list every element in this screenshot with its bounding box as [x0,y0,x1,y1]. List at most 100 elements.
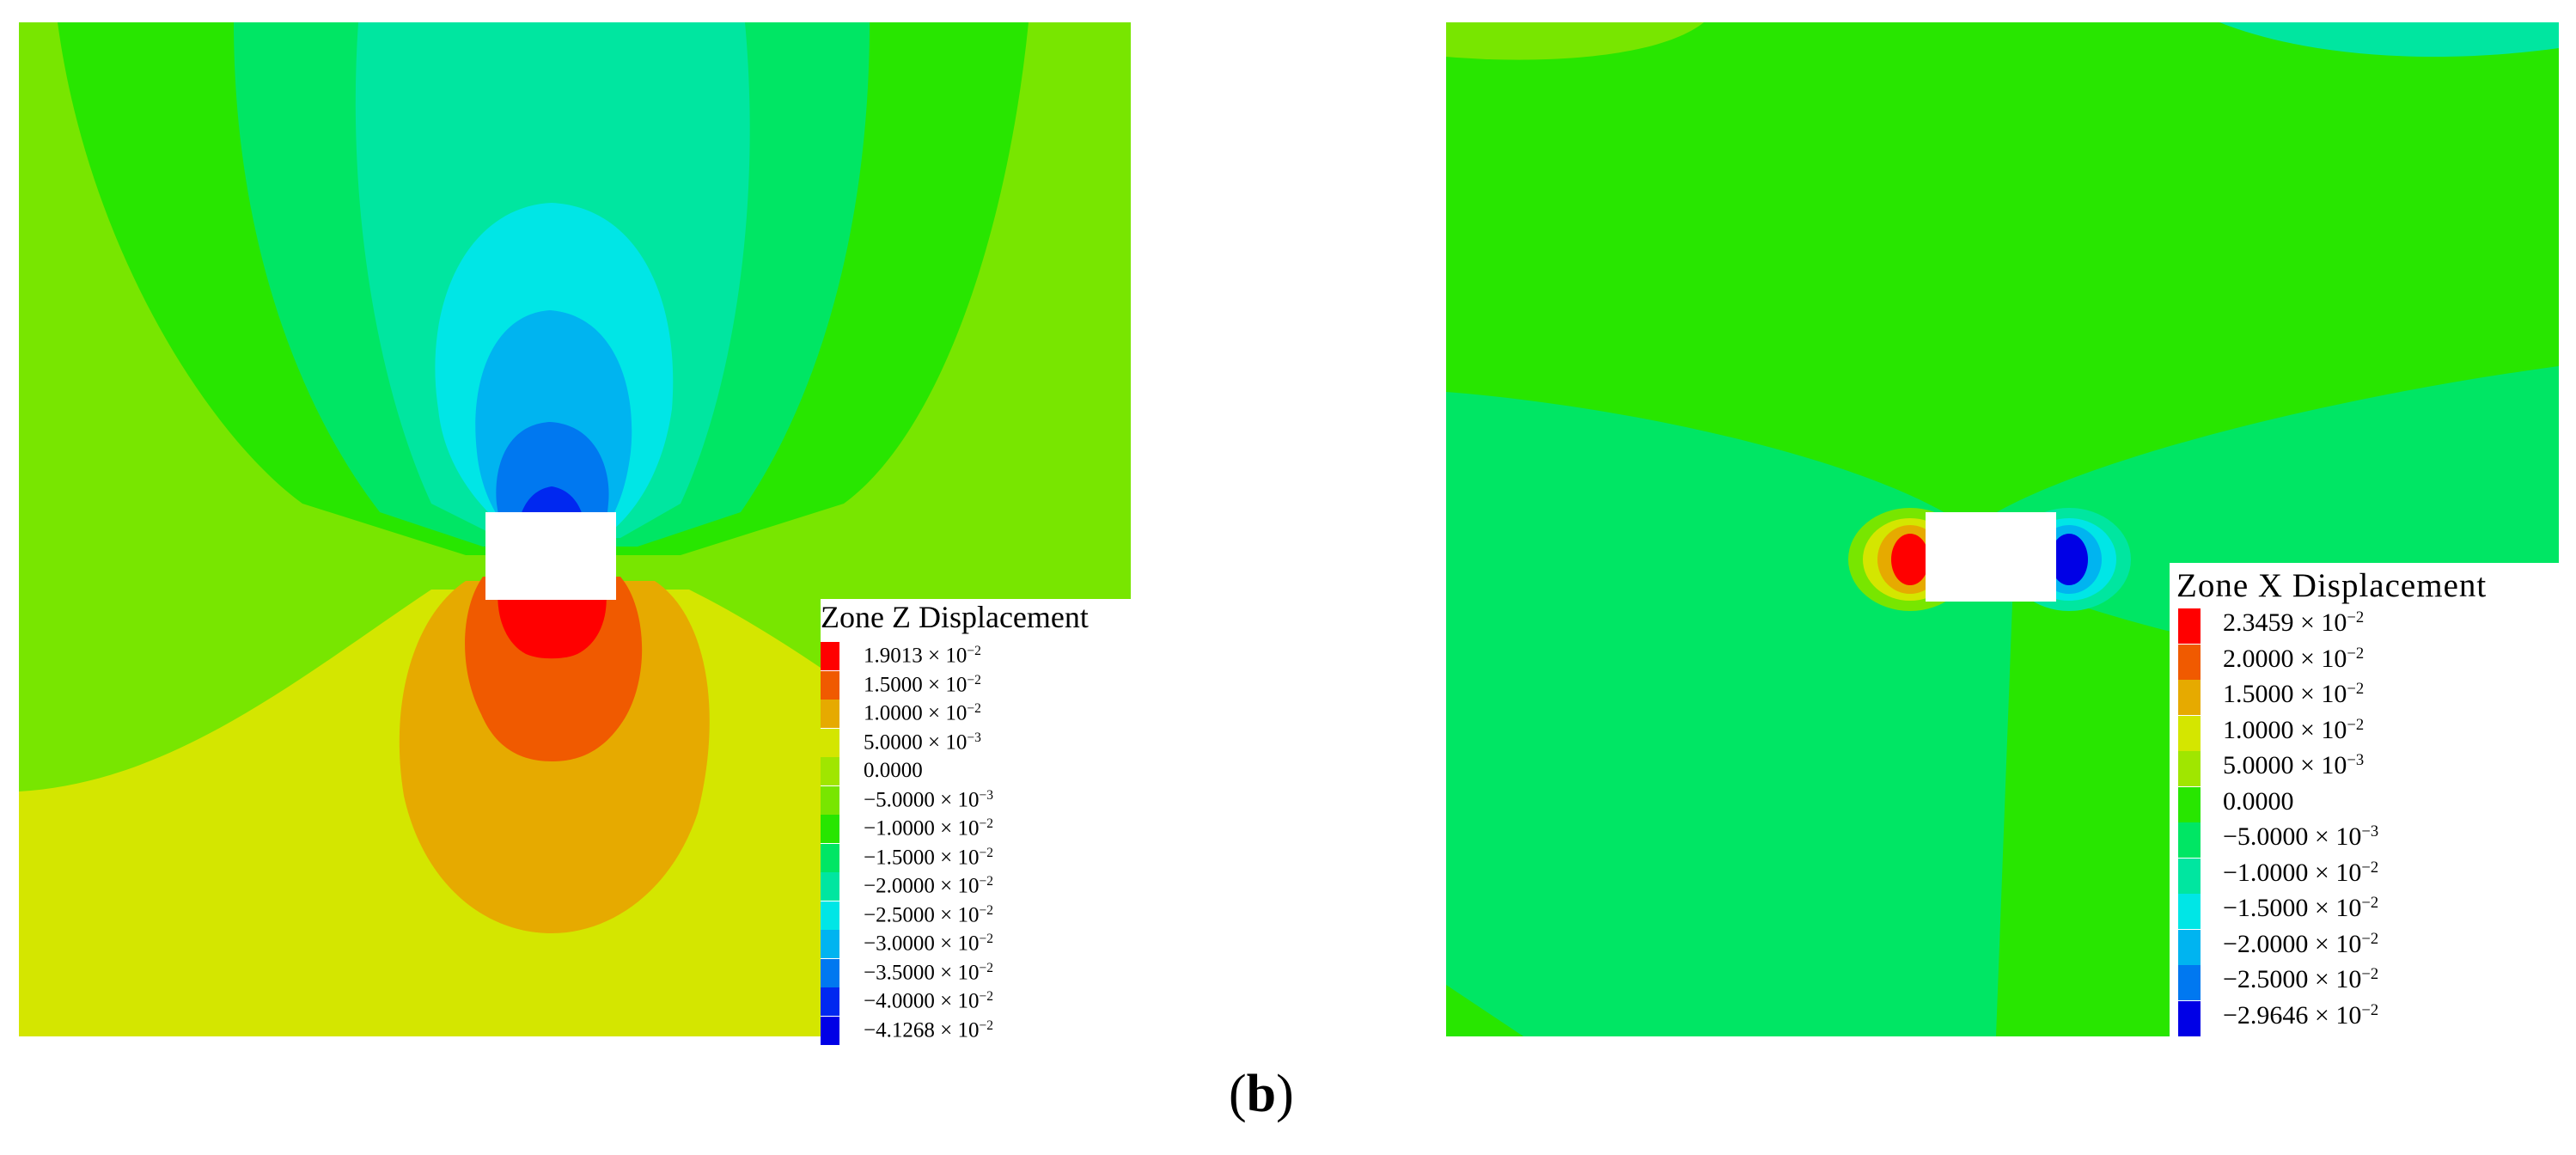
x-band-light-green-sliver [1446,22,1704,60]
legend-label: 1.0000 × 10−2 [2223,716,2364,745]
legend-label-text: −3.5000 × 10 [864,961,980,985]
legend-label: −1.5000 × 10−2 [864,846,993,871]
legend-swatch [821,785,839,815]
legend-swatch [821,958,839,987]
legend-swatch [2178,715,2201,751]
legend-swatch [2178,822,2201,858]
legend-label: −2.5000 × 10−2 [2223,965,2378,994]
legend-label-exponent: −2 [2361,1000,2379,1019]
legend-label-text: 2.0000 × 10 [2223,644,2347,673]
legend-label: 0.0000 [2223,787,2294,816]
legend-label: 0.0000 [864,759,923,783]
legend-label: 2.0000 × 10−2 [2223,645,2364,674]
x-ring-red-left [1891,534,1929,585]
x-displacement-legend: Zone X Displacement 2.3459 × 10−2 2.0000 … [2170,563,2559,1039]
legend-swatch [821,757,839,785]
legend-label: −1.0000 × 10−2 [2223,859,2378,888]
legend-label: 1.5000 × 10−2 [2223,680,2364,709]
excavation-opening [485,512,616,600]
legend-label: −2.0000 × 10−2 [864,874,993,899]
x-excavation-opening [1926,512,2056,602]
legend-label-text: 1.9013 × 10 [864,644,968,668]
x-band-aquamarine-sliver [2219,22,2559,57]
legend-label-text: 5.0000 × 10 [864,730,968,755]
x-band-green-top [1446,22,2559,529]
legend-label-text: −2.0000 × 10 [2223,929,2362,958]
legend-label-text: −1.0000 × 10 [2223,858,2362,887]
legend-label-exponent: −2 [2347,715,2365,734]
legend-swatch [2178,680,2201,715]
legend-label-exponent: −2 [979,989,993,1004]
legend-label-exponent: −2 [967,701,981,716]
legend-swatch [2178,894,2201,929]
legend-label-exponent: −2 [979,845,993,860]
legend-swatch [821,728,839,757]
legend-label-exponent: −2 [979,932,993,946]
legend-label-exponent: −2 [2361,894,2379,912]
legend-label: −1.5000 × 10−2 [2223,894,2378,923]
legend-swatch [821,642,839,670]
legend-swatch [821,872,839,901]
legend-label-text: −4.0000 × 10 [864,989,980,1013]
legend-label: 1.0000 × 10−2 [864,701,981,726]
legend-label: 5.0000 × 10−3 [864,730,981,755]
legend-label-text: 0.0000 [864,759,923,782]
legend-label-exponent: −2 [967,672,981,688]
legend-swatch [2178,751,2201,786]
panel-label-close: ) [1276,1065,1294,1123]
legend-label: −4.1268 × 10−2 [864,1018,993,1043]
legend-label-exponent: −2 [2347,680,2365,698]
legend-label-text: −5.0000 × 10 [2223,822,2362,852]
legend-swatch [821,1016,839,1045]
legend-label-exponent: −2 [2361,929,2379,948]
legend-label-text: 1.0000 × 10 [864,701,968,725]
legend-label-exponent: −2 [979,960,993,975]
panel-label-letter: b [1246,1065,1277,1123]
legend-label: −2.9646 × 10−2 [2223,1001,2378,1030]
legend-label-text: −2.5000 × 10 [864,903,980,927]
legend-label-exponent: −2 [979,816,993,831]
legend-label: 1.5000 × 10−2 [864,673,981,698]
legend-label-text: 2.3459 × 10 [2223,608,2347,638]
legend-swatch [2178,644,2201,680]
legend-label: −2.0000 × 10−2 [2223,930,2378,959]
legend-label-text: −2.5000 × 10 [2223,965,2362,994]
legend-swatch [821,930,839,958]
legend-label-exponent: −2 [2361,858,2379,877]
legend-label-exponent: −2 [967,644,981,658]
legend-label-exponent: −3 [2347,751,2365,769]
legend-label-exponent: −2 [979,902,993,918]
legend-swatch [2178,929,2201,965]
legend-label-text: 1.5000 × 10 [864,673,968,697]
legend-label-exponent: −2 [2347,644,2365,663]
legend-label: −3.5000 × 10−2 [864,961,993,986]
legend-label: −3.0000 × 10−2 [864,932,993,956]
legend-label-exponent: −3 [2361,822,2379,840]
legend-label-text: −5.0000 × 10 [864,788,980,812]
legend-label: 1.9013 × 10−2 [864,644,981,669]
x-band-green-corner [1446,985,1523,1036]
panel-label-open: ( [1229,1065,1247,1123]
x-band-spring-lower-left [1446,581,1962,1036]
legend-label-text: 5.0000 × 10 [2223,751,2347,780]
legend-label-exponent: −3 [979,787,993,803]
x-legend-title: Zone X Displacement [2176,567,2487,604]
legend-swatch [821,843,839,872]
legend-swatch [821,901,839,930]
legend-swatch [2178,1000,2201,1036]
legend-label-text: −4.1268 × 10 [864,1018,980,1042]
legend-label: 5.0000 × 10−3 [2223,751,2364,780]
legend-swatch [821,670,839,700]
legend-label: −5.0000 × 10−3 [864,788,993,813]
legend-swatch [2178,786,2201,822]
legend-label-text: 1.5000 × 10 [2223,680,2347,709]
legend-label-text: −3.0000 × 10 [864,932,980,956]
panel-label: (b) [1229,1064,1294,1125]
legend-label: 2.3459 × 10−2 [2223,608,2364,638]
legend-swatch [821,700,839,728]
legend-label-text: −1.5000 × 10 [2223,894,2362,923]
legend-label: −1.0000 × 10−2 [864,816,993,841]
legend-label: −5.0000 × 10−3 [2223,822,2378,852]
legend-label-exponent: −2 [2347,608,2365,626]
legend-label: −4.0000 × 10−2 [864,989,993,1014]
